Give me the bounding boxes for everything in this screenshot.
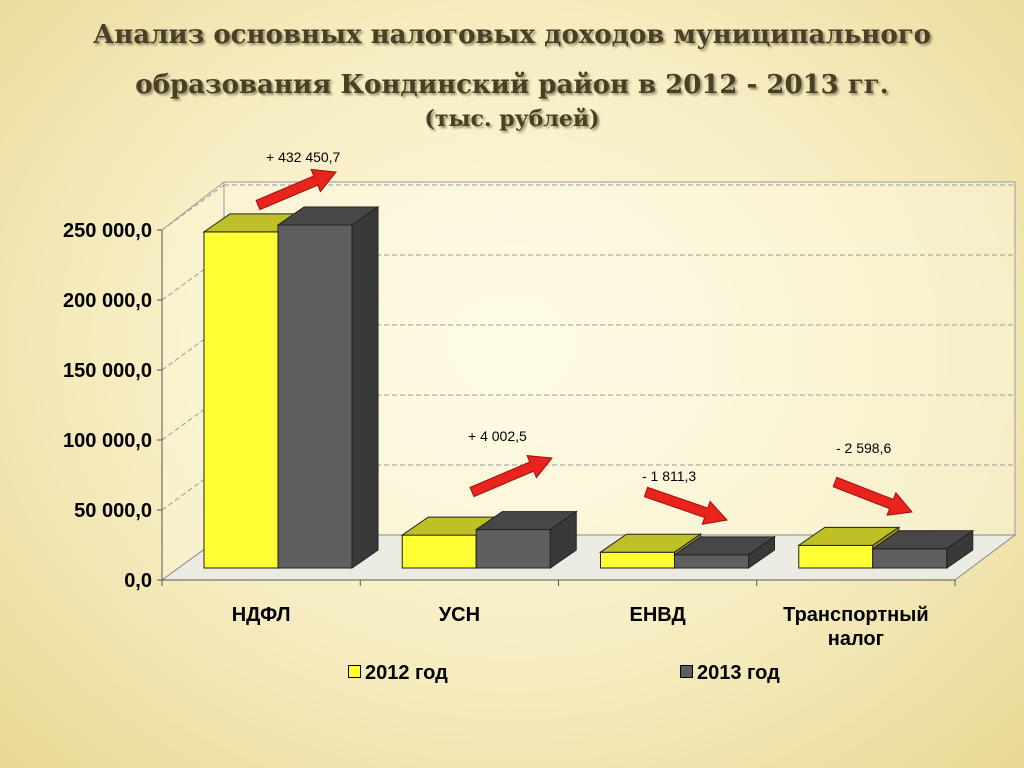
chart-title-line2: образования Кондинский район в 2012 - 20… <box>135 70 889 100</box>
chart-units: (тыс. рублей) <box>424 106 600 132</box>
gridline-side <box>161 324 225 371</box>
legend-label-2013: 2013 год <box>697 662 780 684</box>
legend-swatch-2013 <box>680 665 693 678</box>
gridline-side <box>161 394 225 441</box>
bar-front-2013 <box>475 529 551 569</box>
x-tick-label-line: НДФЛ <box>231 604 291 626</box>
bar-front-2013 <box>872 548 948 569</box>
x-tick-label-line: налог <box>827 628 884 650</box>
change-annotation: - 1 811,3 <box>642 468 697 484</box>
arrow-down-icon <box>643 486 728 525</box>
y-tick-label: 50 000,0 <box>74 500 152 522</box>
arrow-down-icon <box>832 476 913 516</box>
arrow-up-icon <box>255 168 337 211</box>
change-annotation: + 432 450,7 <box>266 149 341 165</box>
change-annotation: + 4 002,5 <box>468 428 527 444</box>
y-tick-label: 0,0 <box>124 570 152 592</box>
bar-side-2013 <box>946 529 974 569</box>
legend-swatch-2012 <box>348 665 361 678</box>
bar-front-2012 <box>401 534 477 569</box>
x-tick-label-line: Транспортный <box>783 604 929 626</box>
x-tick-label: НДФЛ <box>161 603 361 627</box>
legend-label-2012: 2012 год <box>365 662 448 684</box>
y-tick-label: 250 000,0 <box>63 220 152 242</box>
legend-2012: 2012 год <box>348 662 448 685</box>
x-tick-label: УСН <box>359 603 559 627</box>
gridline-side <box>161 254 225 301</box>
x-tick-label-line: УСН <box>438 604 481 626</box>
legend-2013: 2013 год <box>680 662 780 685</box>
bar-front-2013 <box>277 224 353 569</box>
bar-side-2013 <box>549 510 577 569</box>
y-tick-label: 100 000,0 <box>63 430 152 452</box>
bar-front-2012 <box>600 551 675 569</box>
bar-front-2012 <box>203 231 279 569</box>
x-tick-label-line: ЕНВД <box>629 604 686 626</box>
y-tick-label: 150 000,0 <box>63 360 152 382</box>
chart-title-line1: Анализ основных налоговых доходов муници… <box>93 20 931 50</box>
bar-side-2013 <box>748 535 775 569</box>
x-tick-label: ЕНВД <box>558 603 758 627</box>
change-annotation: - 2 598,6 <box>836 440 892 456</box>
gridline-side <box>161 464 225 511</box>
bar-front-2012 <box>798 544 874 569</box>
gridline-side <box>161 184 225 231</box>
x-tick-label: Транспортный налог <box>756 603 956 651</box>
bar-side-2013 <box>351 206 379 569</box>
arrow-up-icon <box>469 455 553 498</box>
y-tick-label: 200 000,0 <box>63 290 152 312</box>
bar-front-2013 <box>674 554 749 569</box>
